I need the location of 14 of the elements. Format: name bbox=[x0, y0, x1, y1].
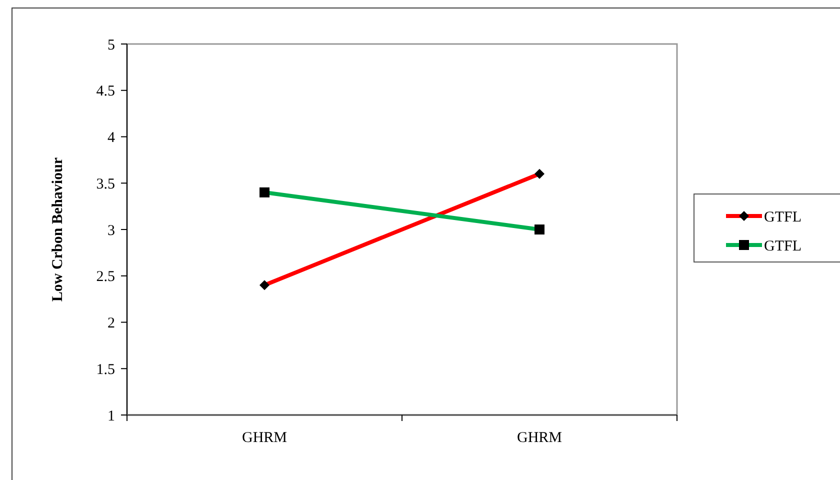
y-tick-label: 1.5 bbox=[96, 362, 115, 378]
y-tick-label: 4 bbox=[108, 130, 116, 146]
y-tick-label: 5 bbox=[108, 37, 115, 54]
y-tick-label: 3.5 bbox=[96, 176, 115, 192]
x-tick-label: GHRM bbox=[242, 430, 288, 446]
y-tick-label: 4.5 bbox=[96, 84, 115, 100]
legend-label: GTFL bbox=[764, 238, 802, 254]
legend-label: GTFL bbox=[764, 209, 802, 226]
x-tick-label: GHRM bbox=[516, 430, 562, 446]
y-tick-label: 2.5 bbox=[96, 269, 115, 286]
y-tick-label: 1 bbox=[108, 408, 115, 424]
y-tick-label: 3 bbox=[108, 222, 115, 239]
y-tick-label: 2 bbox=[108, 316, 115, 332]
y-axis-title: Low Crbon Behaviour bbox=[50, 157, 66, 302]
